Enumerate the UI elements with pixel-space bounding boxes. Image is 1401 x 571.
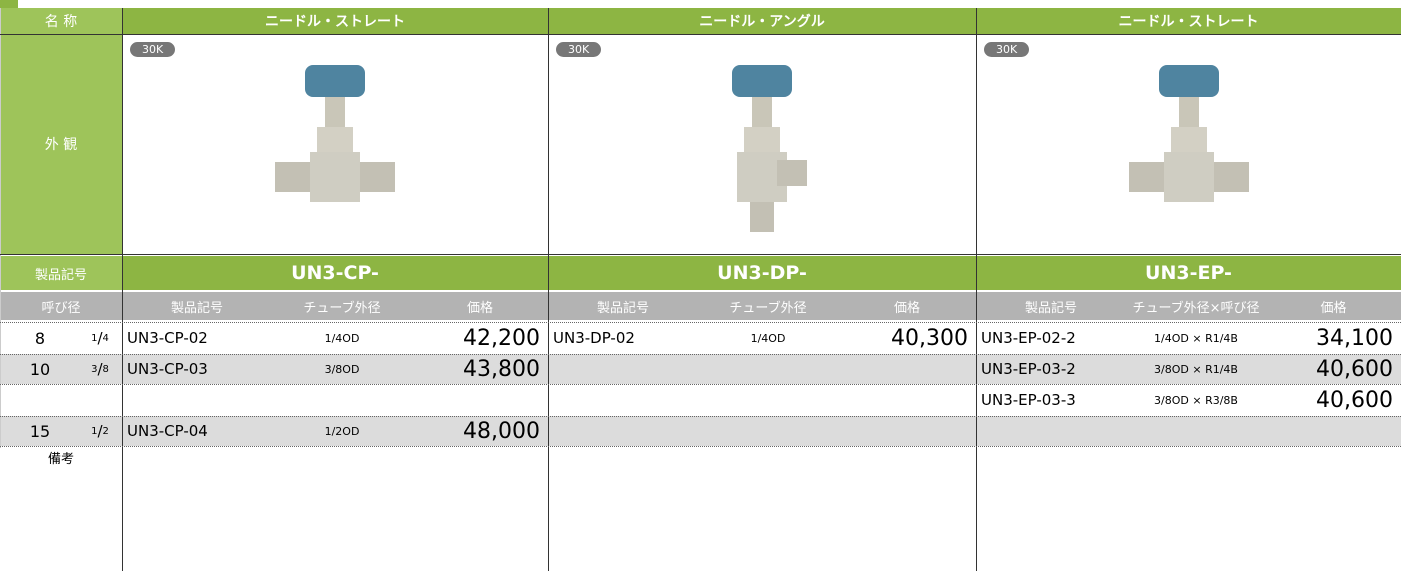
row-price: 40,600 [1316,356,1393,382]
column-header: 価格 [838,292,976,320]
name-label: 名 称 [0,8,122,34]
size-mm: 10 [29,359,51,379]
row-price: 40,300 [891,325,968,351]
border [0,8,1,448]
product-code: UN3-DP- [548,256,976,290]
valve-image [732,65,807,232]
size-mm: 15 [29,421,51,441]
row-code: UN3-CP-03 [127,360,208,378]
marker [0,0,18,8]
appearance-label: 外 観 [0,34,122,254]
size-inch: 1/4 [80,322,120,354]
row-code: UN3-EP-03-2 [981,360,1076,378]
size-mm: 8 [34,328,46,348]
column-header: 製品記号 [976,292,1126,320]
column-header: 価格 [1266,292,1401,320]
valve-image [275,65,395,202]
row-tube: 1/4OD × R1/4B [1154,331,1238,345]
denominator: 4 [102,332,109,344]
numerator: 3 [91,363,98,375]
row-price: 34,100 [1316,325,1393,351]
row-price: 42,200 [463,325,540,351]
valve-image [1128,65,1249,202]
row-price: 40,600 [1316,387,1393,413]
size-inch: 1/2 [80,416,120,446]
numerator: 1 [91,332,98,344]
slash: / [97,422,103,440]
row-tube: 3/8OD × R3/8B [1154,393,1238,407]
code-label: 製品記号 [0,256,122,290]
row-tube: 3/8OD × R1/4B [1154,362,1238,376]
column-border [976,8,977,571]
row-border [0,416,1401,417]
row-border [0,354,1401,355]
row-border [0,446,1401,447]
row-bg [0,354,1401,384]
row-border [0,254,1401,255]
slash: / [97,329,103,347]
product-name: ニードル・ストレート [976,8,1401,34]
row-price: 43,800 [463,356,540,382]
row-border [0,322,1401,323]
product-name: ニードル・アングル [548,8,976,34]
product-code: UN3-EP- [976,256,1401,290]
column-border [122,8,123,571]
product-code: UN3-CP- [122,256,548,290]
column-header: 製品記号 [122,292,272,320]
column-border [548,8,549,571]
row-tube: 1/4OD [324,331,360,345]
column-header: チューブ外径 [272,292,412,320]
badge: 30K [984,42,1030,57]
denominator: 2 [102,425,109,437]
row-price: 48,000 [463,418,540,444]
numerator: 1 [91,425,98,437]
row-code: UN3-CP-02 [127,329,208,347]
size-inch: 3/8 [80,354,120,384]
row-code: UN3-EP-03-3 [981,391,1076,409]
badge: 30K [130,42,176,57]
column-header: 価格 [412,292,548,320]
badge: 30K [556,42,602,57]
column-header: チューブ外径 [698,292,838,320]
row-border [0,384,1401,385]
remarks-label: 備考 [47,451,74,467]
row-tube: 1/4OD [750,331,786,345]
column-header: 製品記号 [548,292,698,320]
size-label: 呼び径 [0,292,122,320]
row-tube: 3/8OD [324,362,360,376]
row-code: UN3-DP-02 [553,329,635,347]
row-code: UN3-CP-04 [127,422,208,440]
product-name: ニードル・ストレート [122,8,548,34]
denominator: 8 [102,363,109,375]
column-header: チューブ外径×呼び径 [1126,292,1266,320]
row-border [0,34,1401,35]
row-tube: 1/2OD [324,424,360,438]
slash: / [97,360,103,378]
row-code: UN3-EP-02-2 [981,329,1076,347]
row-bg [0,416,1401,446]
